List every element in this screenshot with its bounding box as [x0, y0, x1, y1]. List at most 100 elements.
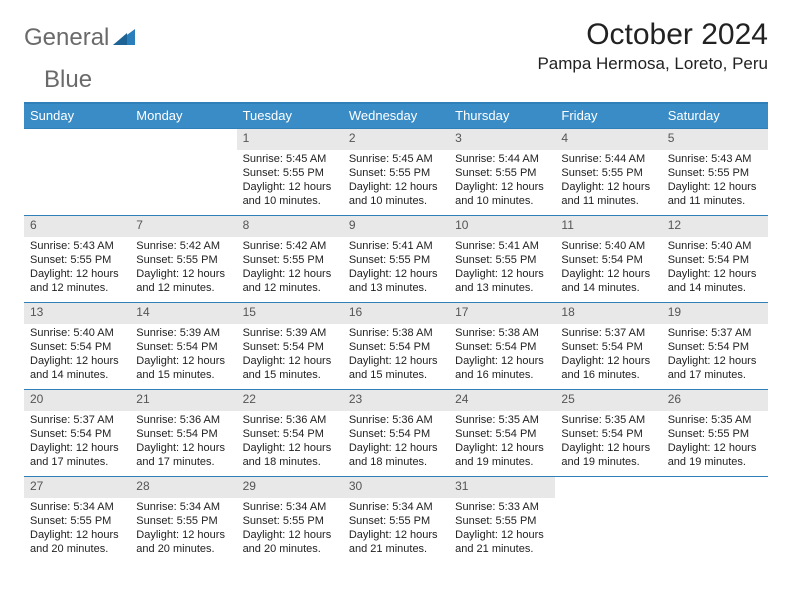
sunset-text: Sunset: 5:54 PM — [455, 427, 549, 441]
sunset-text: Sunset: 5:55 PM — [668, 427, 762, 441]
sunrise-text: Sunrise: 5:37 AM — [668, 326, 762, 340]
day-cell: 9Sunrise: 5:41 AMSunset: 5:55 PMDaylight… — [343, 216, 449, 302]
day-cell: 10 Sunrise: 5:41 AMSunset: 5:55 PMDayligh… — [449, 216, 555, 302]
day-cell: 31Sunrise: 5:33 AMSunset: 5:55 PMDayligh… — [449, 477, 555, 563]
date-number: 20 — [24, 390, 130, 411]
day-body: Sunrise: 5:34 AMSunset: 5:55 PMDaylight:… — [343, 498, 449, 561]
daylight-text: Daylight: 12 hours and 18 minutes. — [349, 441, 443, 470]
sunset-text: Sunset: 5:54 PM — [668, 253, 762, 267]
sunset-text: Sunset: 5:54 PM — [561, 340, 655, 354]
day-body: Sunrise: 5:39 AMSunset: 5:54 PMDaylight:… — [237, 324, 343, 387]
day-body: Sunrise: 5:35 AMSunset: 5:55 PMDaylight:… — [662, 411, 768, 474]
date-number: 25 — [555, 390, 661, 411]
daylight-text: Daylight: 12 hours and 10 minutes. — [243, 180, 337, 209]
sunrise-text: Sunrise: 5:45 AM — [243, 152, 337, 166]
sunset-text: Sunset: 5:55 PM — [668, 166, 762, 180]
logo-text-general: General — [24, 24, 109, 52]
sunset-text: Sunset: 5:55 PM — [30, 514, 124, 528]
day-body: Sunrise: 5:36 AMSunset: 5:54 PMDaylight:… — [237, 411, 343, 474]
day-cell: 30Sunrise: 5:34 AMSunset: 5:55 PMDayligh… — [343, 477, 449, 563]
sunset-text: Sunset: 5:55 PM — [243, 514, 337, 528]
date-number: 31 — [449, 477, 555, 498]
dow-cell: Sunday — [24, 104, 130, 128]
date-number: 26 — [662, 390, 768, 411]
dow-cell: Monday — [130, 104, 236, 128]
sunset-text: Sunset: 5:54 PM — [243, 340, 337, 354]
daylight-text: Daylight: 12 hours and 19 minutes. — [561, 441, 655, 470]
sunrise-text: Sunrise: 5:36 AM — [243, 413, 337, 427]
day-body: Sunrise: 5:41 AMSunset: 5:55 PMDaylight:… — [343, 237, 449, 300]
day-body: Sunrise: 5:37 AMSunset: 5:54 PMDaylight:… — [24, 411, 130, 474]
sunrise-text: Sunrise: 5:38 AM — [349, 326, 443, 340]
sunrise-text: Sunrise: 5:43 AM — [30, 239, 124, 253]
sunrise-text: Sunrise: 5:35 AM — [561, 413, 655, 427]
daylight-text: Daylight: 12 hours and 11 minutes. — [668, 180, 762, 209]
sunset-text: Sunset: 5:55 PM — [455, 253, 549, 267]
day-cell: 16Sunrise: 5:38 AMSunset: 5:54 PMDayligh… — [343, 303, 449, 389]
date-number: 30 — [343, 477, 449, 498]
week-row: 13Sunrise: 5:40 AMSunset: 5:54 PMDayligh… — [24, 302, 768, 389]
dow-cell: Tuesday — [237, 104, 343, 128]
daylight-text: Daylight: 12 hours and 19 minutes. — [455, 441, 549, 470]
sunset-text: Sunset: 5:55 PM — [243, 253, 337, 267]
daylight-text: Daylight: 12 hours and 16 minutes. — [561, 354, 655, 383]
daylight-text: Daylight: 12 hours and 15 minutes. — [243, 354, 337, 383]
day-cell: 14Sunrise: 5:39 AMSunset: 5:54 PMDayligh… — [130, 303, 236, 389]
date-number: 2 — [343, 129, 449, 150]
date-number: 12 — [662, 216, 768, 237]
date-number: 17 — [449, 303, 555, 324]
date-number: 23 — [343, 390, 449, 411]
day-body: Sunrise: 5:38 AMSunset: 5:54 PMDaylight:… — [343, 324, 449, 387]
day-cell: 26Sunrise: 5:35 AMSunset: 5:55 PMDayligh… — [662, 390, 768, 476]
day-body: Sunrise: 5:40 AMSunset: 5:54 PMDaylight:… — [662, 237, 768, 300]
day-body: Sunrise: 5:39 AMSunset: 5:54 PMDaylight:… — [130, 324, 236, 387]
daylight-text: Daylight: 12 hours and 20 minutes. — [136, 528, 230, 557]
day-cell: 19Sunrise: 5:37 AMSunset: 5:54 PMDayligh… — [662, 303, 768, 389]
day-cell: 17Sunrise: 5:38 AMSunset: 5:54 PMDayligh… — [449, 303, 555, 389]
month-title: October 2024 — [537, 18, 768, 52]
day-cell: 24Sunrise: 5:35 AMSunset: 5:54 PMDayligh… — [449, 390, 555, 476]
day-body: Sunrise: 5:43 AMSunset: 5:55 PMDaylight:… — [24, 237, 130, 300]
daylight-text: Daylight: 12 hours and 14 minutes. — [668, 267, 762, 296]
day-cell: 15Sunrise: 5:39 AMSunset: 5:54 PMDayligh… — [237, 303, 343, 389]
daylight-text: Daylight: 12 hours and 12 minutes. — [30, 267, 124, 296]
dow-cell: Friday — [555, 104, 661, 128]
dow-cell: Thursday — [449, 104, 555, 128]
day-body: Sunrise: 5:37 AMSunset: 5:54 PMDaylight:… — [662, 324, 768, 387]
date-number: 1 — [237, 129, 343, 150]
empty-cell — [555, 477, 661, 563]
logo-triangle-icon — [113, 24, 135, 52]
daylight-text: Daylight: 12 hours and 17 minutes. — [30, 441, 124, 470]
daylight-text: Daylight: 12 hours and 10 minutes. — [455, 180, 549, 209]
daylight-text: Daylight: 12 hours and 13 minutes. — [455, 267, 549, 296]
date-number: 22 — [237, 390, 343, 411]
sunrise-text: Sunrise: 5:41 AM — [455, 239, 549, 253]
date-number: 5 — [662, 129, 768, 150]
dow-cell: Wednesday — [343, 104, 449, 128]
day-cell: 2Sunrise: 5:45 AMSunset: 5:55 PMDaylight… — [343, 129, 449, 215]
sunrise-text: Sunrise: 5:44 AM — [561, 152, 655, 166]
sunset-text: Sunset: 5:55 PM — [561, 166, 655, 180]
sunrise-text: Sunrise: 5:35 AM — [455, 413, 549, 427]
sunrise-text: Sunrise: 5:40 AM — [561, 239, 655, 253]
day-cell: 11Sunrise: 5:40 AMSunset: 5:54 PMDayligh… — [555, 216, 661, 302]
date-number: 4 — [555, 129, 661, 150]
daylight-text: Daylight: 12 hours and 21 minutes. — [455, 528, 549, 557]
sunrise-text: Sunrise: 5:38 AM — [455, 326, 549, 340]
day-cell: 13Sunrise: 5:40 AMSunset: 5:54 PMDayligh… — [24, 303, 130, 389]
sunset-text: Sunset: 5:55 PM — [349, 166, 443, 180]
sunset-text: Sunset: 5:54 PM — [668, 340, 762, 354]
daylight-text: Daylight: 12 hours and 15 minutes. — [136, 354, 230, 383]
day-body: Sunrise: 5:36 AMSunset: 5:54 PMDaylight:… — [343, 411, 449, 474]
day-cell: 7Sunrise: 5:42 AMSunset: 5:55 PMDaylight… — [130, 216, 236, 302]
date-number: 29 — [237, 477, 343, 498]
sunrise-text: Sunrise: 5:33 AM — [455, 500, 549, 514]
date-number: 7 — [130, 216, 236, 237]
day-cell: 20Sunrise: 5:37 AMSunset: 5:54 PMDayligh… — [24, 390, 130, 476]
date-number: 18 — [555, 303, 661, 324]
day-cell: 3Sunrise: 5:44 AMSunset: 5:55 PMDaylight… — [449, 129, 555, 215]
sunrise-text: Sunrise: 5:40 AM — [668, 239, 762, 253]
week-row: 1Sunrise: 5:45 AMSunset: 5:55 PMDaylight… — [24, 128, 768, 215]
daylight-text: Daylight: 12 hours and 19 minutes. — [668, 441, 762, 470]
date-number: 10 — [449, 216, 555, 237]
